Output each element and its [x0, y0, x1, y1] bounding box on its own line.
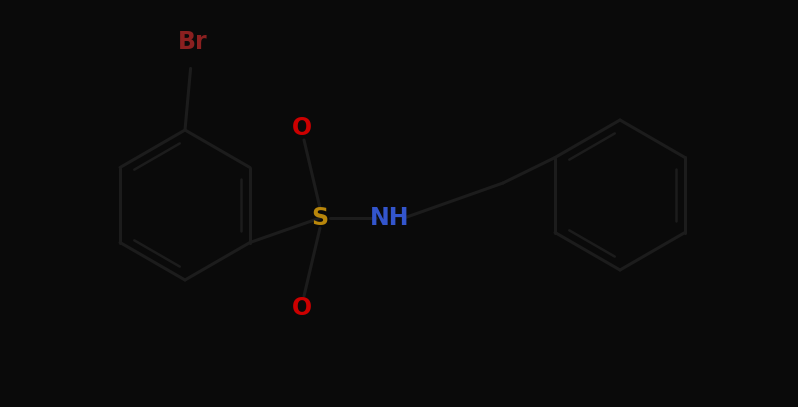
Text: O: O	[292, 296, 312, 320]
Text: NH: NH	[370, 206, 409, 230]
Text: O: O	[292, 116, 312, 140]
Text: S: S	[311, 206, 329, 230]
Text: Br: Br	[178, 30, 207, 54]
